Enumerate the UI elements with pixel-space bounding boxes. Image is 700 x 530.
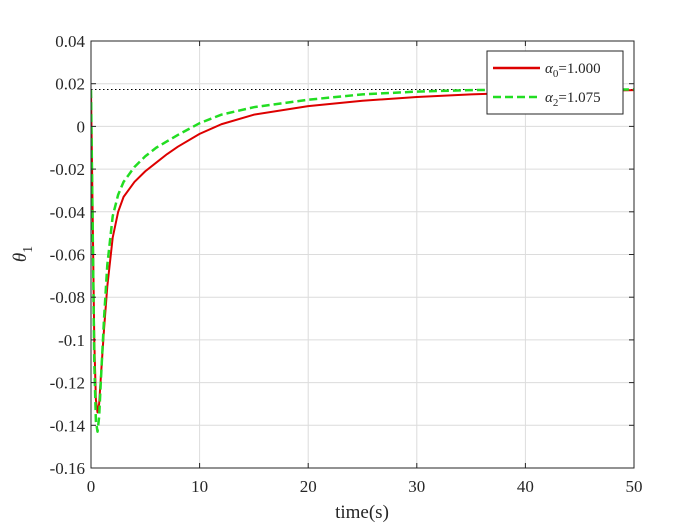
y-tick-label: -0.06 <box>50 246 85 265</box>
y-tick-labels: 0.04 0.02 0 -0.02 -0.04 -0.06 -0.08 -0.1 -0.12 -0… <box>50 32 86 478</box>
legend-label-alpha2: α2=1.075 <box>545 90 601 109</box>
y-tick-label: -0.04 <box>50 203 86 222</box>
legend-label-alpha0-subscript: 0 <box>553 68 559 80</box>
y-tick-label: 0.04 <box>55 32 85 51</box>
y-axis-label: θ1 <box>10 246 36 262</box>
series-line-1 <box>91 88 634 433</box>
y-tick-label: -0.16 <box>50 459 85 478</box>
legend: α0=1.000 α2=1.075 <box>486 50 624 115</box>
series-layer <box>91 88 634 433</box>
legend-label-alpha2-subscript: 2 <box>553 97 559 109</box>
y-axis-label-subscript: 1 <box>21 246 36 253</box>
y-tick-label: -0.08 <box>50 288 85 307</box>
y-tick-label: 0 <box>77 117 86 136</box>
legend-box <box>486 50 624 115</box>
x-tick-label: 0 <box>87 477 96 496</box>
legend-label-alpha2-symbol: α <box>545 90 554 106</box>
y-axis-label-symbol: θ <box>10 253 31 262</box>
y-tick-label: -0.12 <box>50 374 85 393</box>
legend-label-alpha0-symbol: α <box>545 61 554 77</box>
svg-text:θ1: θ1 <box>10 246 36 262</box>
tick-marks <box>90 40 635 469</box>
legend-label-alpha2-value: =1.075 <box>558 90 600 106</box>
y-tick-label: -0.02 <box>50 160 85 179</box>
legend-label-alpha0: α0=1.000 <box>545 61 601 80</box>
x-axis-label: time(s) <box>335 502 389 523</box>
x-tick-label: 50 <box>626 477 643 496</box>
y-tick-label: -0.1 <box>58 331 85 350</box>
x-tick-labels: 0 10 20 30 40 50 <box>87 477 643 496</box>
x-tick-label: 20 <box>300 477 317 496</box>
y-tick-label: -0.14 <box>50 416 86 435</box>
x-tick-label: 10 <box>191 477 208 496</box>
x-tick-label: 40 <box>517 477 534 496</box>
x-tick-label: 30 <box>408 477 425 496</box>
series-line-0 <box>91 89 634 414</box>
y-tick-label: 0.02 <box>55 75 85 94</box>
legend-label-alpha0-value: =1.000 <box>558 61 600 77</box>
